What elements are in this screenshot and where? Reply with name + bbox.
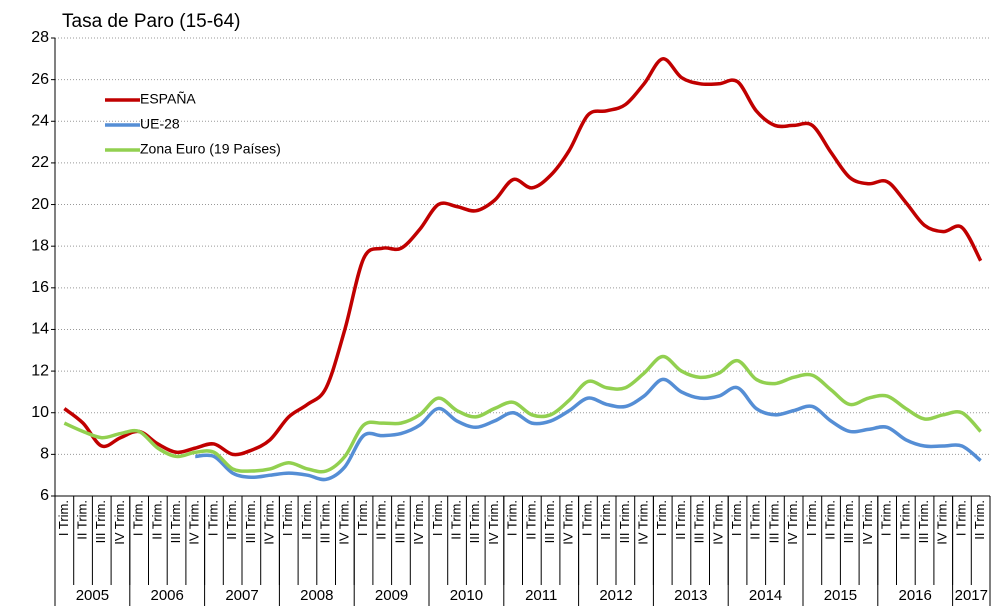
x-tick-label: IV Trim.	[411, 500, 426, 545]
x-tick-label: IV Trim.	[710, 500, 725, 545]
series-line	[195, 377, 982, 482]
group-label: 2007	[225, 587, 258, 604]
x-tick-label: III Trim.	[692, 500, 707, 543]
x-tick-label: III Trim.	[766, 500, 781, 543]
y-tick-label: 8	[40, 446, 49, 463]
y-tick-label: 24	[31, 112, 49, 129]
x-tick-label: I Trim.	[430, 500, 445, 536]
x-tick-label: I Trim.	[879, 500, 894, 536]
x-tick-label: II Trim.	[74, 500, 89, 540]
group-label: 2005	[76, 587, 109, 604]
x-tick-label: II Trim.	[149, 500, 164, 540]
x-tick-label: I Trim.	[729, 500, 744, 536]
x-tick-label: II Trim.	[598, 500, 613, 540]
series-line	[63, 354, 982, 474]
group-label: 2013	[674, 587, 707, 604]
x-tick-label: II Trim.	[374, 500, 389, 540]
x-tick-label: I Trim.	[205, 500, 220, 536]
x-tick-label: IV Trim.	[561, 500, 576, 545]
x-tick-label: II Trim.	[822, 500, 837, 540]
group-label: 2016	[899, 587, 932, 604]
x-tick-label: II Trim.	[748, 500, 763, 540]
group-label: 2008	[300, 587, 333, 604]
x-tick-label: IV Trim.	[486, 500, 501, 545]
x-tick-label: III Trim.	[467, 500, 482, 543]
y-tick-label: 6	[40, 487, 49, 504]
legend-label: ESPAÑA	[140, 91, 196, 107]
x-tick-label: III Trim.	[168, 500, 183, 543]
x-tick-label: II Trim.	[673, 500, 688, 540]
x-tick-label: I Trim.	[355, 500, 370, 536]
x-tick-label: II Trim.	[299, 500, 314, 540]
group-label: 2009	[375, 587, 408, 604]
x-tick-label: I Trim.	[953, 500, 968, 536]
y-tick-label: 14	[31, 321, 49, 338]
x-tick-label: IV Trim.	[261, 500, 276, 545]
y-tick-label: 20	[31, 196, 49, 213]
x-tick-label: II Trim.	[897, 500, 912, 540]
x-tick-label: IV Trim.	[860, 500, 875, 545]
group-label: 2011	[525, 587, 557, 604]
y-tick-label: 22	[31, 154, 49, 171]
x-tick-label: I Trim.	[56, 500, 71, 536]
group-label: 2015	[824, 587, 857, 604]
x-tick-label: I Trim.	[579, 500, 594, 536]
x-tick-label: IV Trim.	[785, 500, 800, 545]
group-label: 2012	[599, 587, 632, 604]
y-tick-label: 28	[31, 29, 49, 46]
x-tick-label: II Trim.	[972, 500, 987, 540]
y-tick-label: 26	[31, 71, 49, 88]
x-tick-label: II Trim.	[523, 500, 538, 540]
y-tick-label: 18	[31, 237, 49, 254]
x-tick-label: III Trim.	[542, 500, 557, 543]
x-tick-label: I Trim.	[131, 500, 146, 536]
x-tick-label: I Trim.	[654, 500, 669, 536]
y-tick-label: 10	[31, 404, 49, 421]
legend-label: Zona Euro (19 Países)	[140, 141, 281, 157]
x-tick-label: III Trim.	[392, 500, 407, 543]
x-tick-label: IV Trim.	[336, 500, 351, 545]
x-tick-label: IV Trim.	[112, 500, 127, 545]
x-tick-label: II Trim.	[224, 500, 239, 540]
group-label: 2017	[955, 587, 988, 604]
x-tick-label: I Trim.	[280, 500, 295, 536]
x-tick-label: III Trim.	[841, 500, 856, 543]
x-tick-label: III Trim.	[617, 500, 632, 543]
x-tick-label: IV Trim.	[935, 500, 950, 545]
x-tick-label: II Trim.	[448, 500, 463, 540]
series-line	[63, 57, 983, 457]
x-tick-label: III Trim.	[243, 500, 258, 543]
x-tick-label: I Trim.	[804, 500, 819, 536]
legend-label: UE-28	[140, 116, 180, 132]
x-tick-label: I Trim.	[505, 500, 520, 536]
y-tick-label: 16	[31, 279, 49, 296]
chart-title: Tasa de Paro (15-64)	[62, 11, 241, 32]
x-tick-label: III Trim.	[916, 500, 931, 543]
group-label: 2014	[749, 587, 782, 604]
x-tick-label: IV Trim.	[187, 500, 202, 545]
x-tick-label: III Trim.	[93, 500, 108, 543]
group-label: 2010	[450, 587, 483, 604]
group-label: 2006	[151, 587, 184, 604]
x-tick-label: III Trim.	[318, 500, 333, 543]
y-tick-label: 12	[31, 362, 49, 379]
x-tick-label: IV Trim.	[635, 500, 650, 545]
